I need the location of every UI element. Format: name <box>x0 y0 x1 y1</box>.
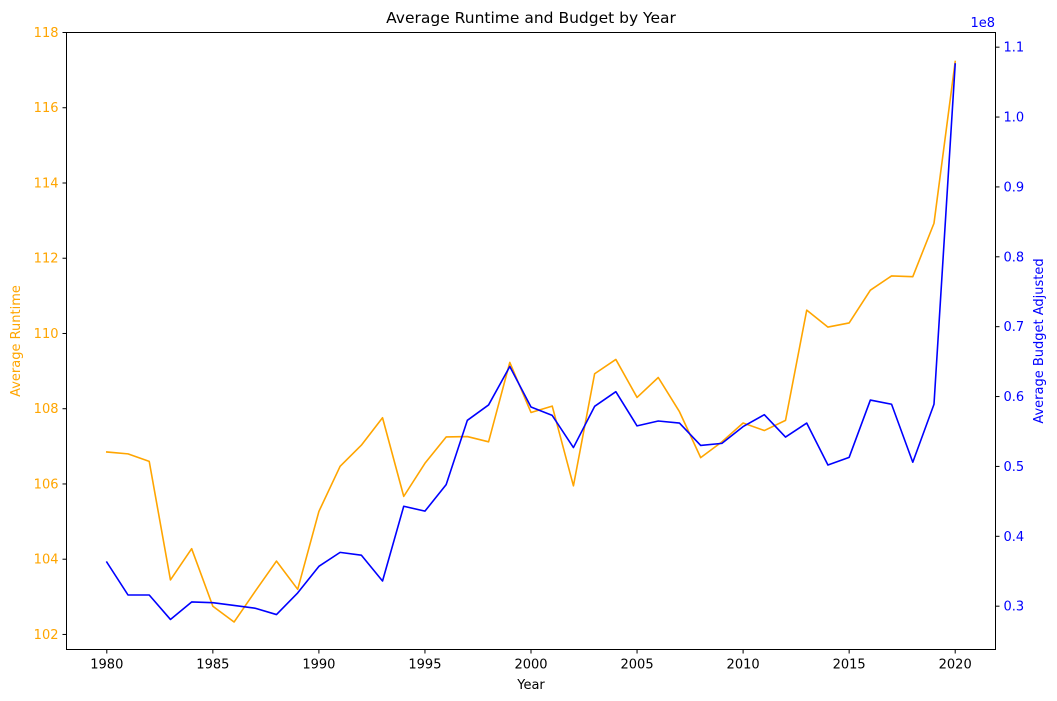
x-tick-label: 1990 <box>302 658 335 673</box>
right-y-tick-label: 1.1 <box>1004 41 1025 56</box>
right-y-tick-label: 1.0 <box>1004 111 1025 126</box>
runtime-series-line <box>105 60 957 623</box>
x-tick-label: 2020 <box>939 658 972 673</box>
x-tick-label: 1985 <box>196 658 229 673</box>
right-y-tick-label: 0.9 <box>1004 180 1025 195</box>
right-y-tick-label: 0.4 <box>1004 530 1025 545</box>
left-y-tick-label: 114 <box>34 176 59 191</box>
x-tick-label: 2015 <box>833 658 866 673</box>
x-tick-label: 2010 <box>727 658 760 673</box>
x-axis-title: Year <box>516 678 545 693</box>
x-tick-label: 1980 <box>90 658 123 673</box>
chart-title: Average Runtime and Budget by Year <box>386 9 676 27</box>
left-y-tick-label: 102 <box>34 628 59 643</box>
plot-frame <box>66 32 996 650</box>
left-y-tick-label: 108 <box>34 402 59 417</box>
left-y-tick-label: 112 <box>34 252 59 267</box>
right-y-tick-label: 0.8 <box>1004 250 1025 265</box>
right-y-tick-label: 0.7 <box>1004 320 1025 335</box>
right-y-tick-label: 0.6 <box>1004 390 1025 405</box>
right-y-tick-label: 0.5 <box>1004 460 1025 475</box>
right-axis-title: Average Budget Adjusted <box>1032 258 1047 423</box>
x-tick-label: 1995 <box>408 658 441 673</box>
left-axis-title: Average Runtime <box>9 285 24 397</box>
left-y-tick-label: 104 <box>34 553 59 568</box>
right-axis-multiplier: 1e8 <box>970 16 995 31</box>
left-y-tick-label: 116 <box>34 101 59 116</box>
budget-series-line <box>105 63 957 621</box>
x-tick-label: 2005 <box>621 658 654 673</box>
right-y-tick-label: 0.3 <box>1004 600 1025 615</box>
left-y-tick-label: 110 <box>34 327 59 342</box>
x-tick-label: 2000 <box>514 658 547 673</box>
left-y-tick-label: 118 <box>34 26 59 41</box>
plot-area: 1980 1985 1990 1995 2000 2005 2010 2015 2020 102 1… <box>34 26 1025 673</box>
left-y-tick-label: 106 <box>34 477 59 492</box>
